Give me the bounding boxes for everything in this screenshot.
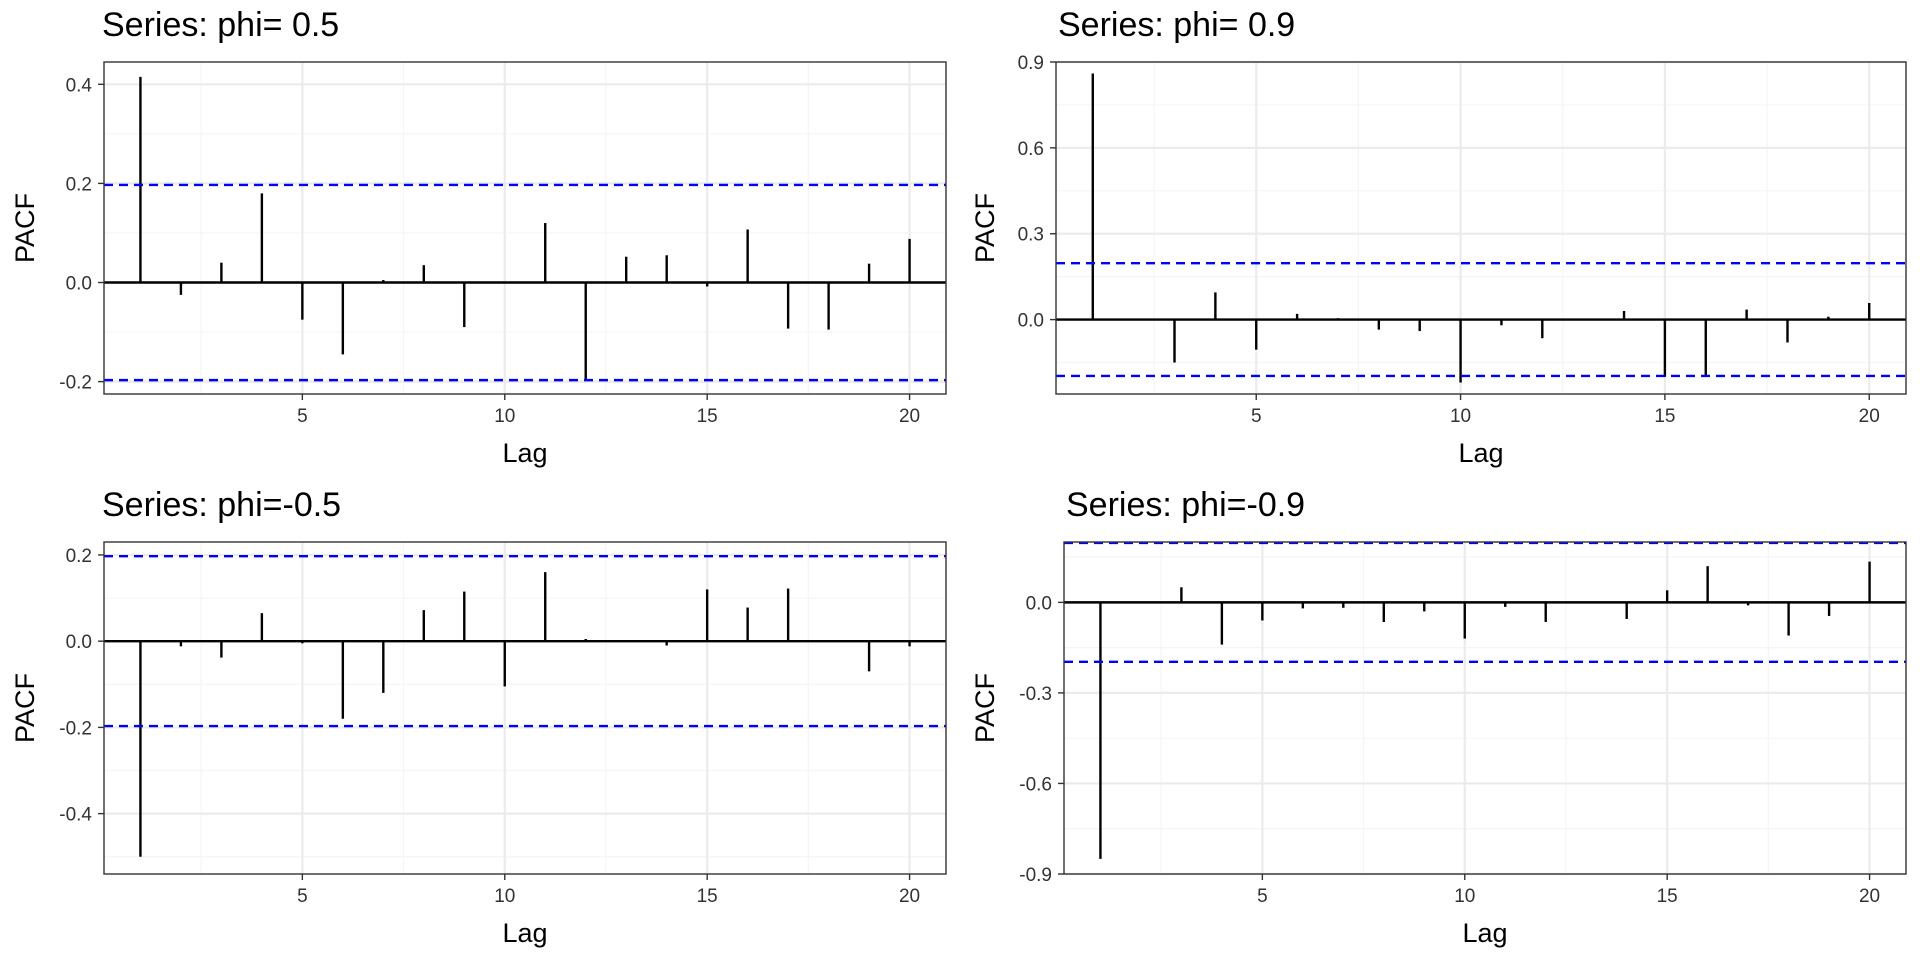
x-tick-label: 20	[899, 886, 920, 907]
y-tick-label: 0.9	[1018, 53, 1044, 74]
x-tick-label: 10	[1454, 886, 1475, 907]
x-tick-label: 15	[1654, 406, 1675, 427]
grid	[104, 62, 946, 394]
y-tick-label: -0.4	[59, 805, 92, 826]
x-tick-label: 10	[494, 886, 515, 907]
grid	[104, 542, 946, 874]
y-axis-label: PACF	[10, 673, 40, 743]
chart-title: Series: phi=-0.9	[1066, 486, 1306, 524]
x-tick-label: 5	[1251, 406, 1262, 427]
x-tick-label: 15	[1657, 886, 1678, 907]
pacf-plot: 5 10 15 20 -0.2 0.0 0.2 0.4 Lag PACF	[10, 61, 947, 468]
pacf-plot: 5 10 15 20 -0.4 -0.2 0.0 0.2 Lag PACF	[10, 541, 947, 948]
x-tick-label: 10	[1450, 406, 1471, 427]
y-axis-label: PACF	[970, 673, 1000, 743]
y-tick-label: 0.0	[1026, 593, 1052, 614]
plot-frame	[1063, 541, 1907, 875]
y-tick-label: 0.4	[66, 75, 93, 96]
x-axis-label: Lag	[502, 918, 547, 948]
x-tick-label: 5	[1257, 886, 1268, 907]
y-tick-label: 0.2	[66, 546, 92, 567]
y-tick-label: -0.6	[1019, 774, 1052, 795]
x-tick-label: 10	[494, 406, 515, 427]
pacf-plot: 5 10 15 20 -0.9 -0.6 -0.3 0.0 Lag PACF	[970, 541, 1907, 948]
pacf-plot: 5 10 15 20 0.0 0.3 0.6 0.9 Lag PACF	[970, 53, 1907, 468]
chart-title: Series: phi=-0.5	[102, 486, 342, 524]
y-tick-label: 0.2	[66, 174, 92, 195]
y-tick-label: -0.9	[1019, 865, 1052, 886]
plot-frame	[103, 61, 947, 395]
x-axis-label: Lag	[502, 438, 547, 468]
x-tick-label: 5	[297, 406, 308, 427]
y-tick-label: 0.0	[66, 632, 92, 653]
x-tick-label: 15	[697, 406, 718, 427]
y-axis-label: PACF	[970, 193, 1000, 263]
y-tick-label: 0.3	[1018, 225, 1044, 246]
grid	[1064, 542, 1906, 876]
y-tick-label: 0.0	[66, 274, 92, 295]
grid	[1056, 60, 1906, 394]
chart-title: Series: phi= 0.9	[1058, 6, 1296, 44]
x-axis-label: Lag	[1458, 438, 1503, 468]
x-tick-label: 15	[697, 886, 718, 907]
x-tick-label: 5	[297, 886, 308, 907]
x-tick-label: 20	[1859, 886, 1880, 907]
y-tick-label: 0.6	[1018, 139, 1044, 160]
y-tick-label: -0.2	[59, 718, 92, 739]
y-tick-label: -0.2	[59, 373, 92, 394]
y-axis-label: PACF	[10, 193, 40, 263]
x-axis-label: Lag	[1462, 918, 1507, 948]
chart-title: Series: phi= 0.5	[102, 6, 340, 44]
x-tick-label: 20	[1859, 406, 1880, 427]
x-tick-label: 20	[899, 406, 920, 427]
y-tick-label: 0.0	[1018, 311, 1044, 332]
y-tick-label: -0.3	[1019, 684, 1052, 705]
plot-frame	[103, 541, 947, 875]
plot-frame	[1055, 61, 1907, 395]
